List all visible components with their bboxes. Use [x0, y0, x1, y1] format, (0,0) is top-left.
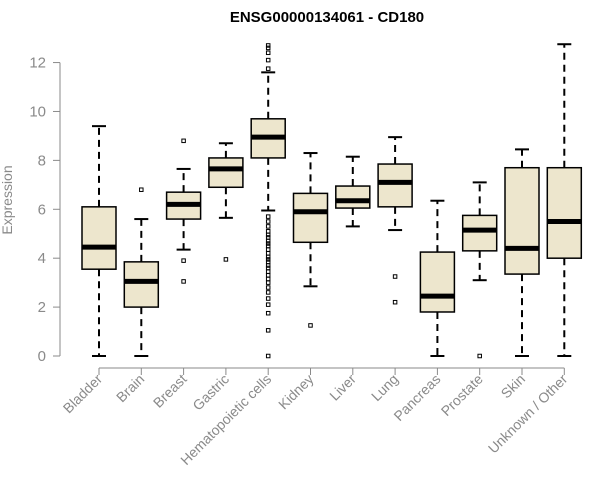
- outlier-point: [265, 276, 271, 282]
- outlier-point: [265, 328, 271, 333]
- iqr-box: [377, 163, 413, 208]
- outlier-point: [265, 219, 271, 224]
- y-tick-label: 6: [38, 201, 46, 218]
- outlier-point: [265, 285, 271, 290]
- x-tick-label: Unknown / Other: [485, 371, 571, 457]
- outlier-point: [265, 66, 271, 71]
- outlier-point: [265, 254, 271, 260]
- outlier-point: [265, 232, 271, 238]
- outlier-point: [265, 273, 271, 278]
- iqr-box: [504, 166, 540, 275]
- outlier-point: [265, 269, 271, 274]
- outlier-point: [265, 280, 271, 285]
- outlier-point: [265, 251, 271, 256]
- outlier-point: [265, 257, 271, 262]
- outlier-point: [265, 43, 271, 48]
- outlier-point: [265, 290, 271, 295]
- iqr-box: [292, 192, 329, 244]
- box-group: [546, 43, 583, 357]
- outlier-point: [392, 299, 398, 305]
- outlier-point: [477, 353, 482, 359]
- outlier-point: [181, 138, 186, 144]
- outlier-point: [265, 57, 271, 63]
- box-series: [81, 43, 583, 359]
- outlier-point: [265, 247, 271, 252]
- iqr-box: [419, 251, 456, 313]
- y-tick-label: 4: [38, 250, 46, 267]
- outlier-point: [265, 263, 271, 268]
- outlier-point: [265, 310, 271, 316]
- y-axis-label: Expression: [0, 165, 15, 234]
- outlier-point: [265, 243, 271, 249]
- outlier-point: [265, 259, 271, 265]
- outlier-point: [265, 238, 271, 244]
- iqr-box: [335, 185, 371, 209]
- y-axis: 0 2 4 6 8 10 12: [29, 55, 61, 365]
- box-group: [81, 125, 117, 357]
- x-tick-label: Breast: [150, 371, 190, 411]
- outlier-point: [223, 257, 229, 262]
- box-group: [461, 181, 498, 359]
- box-group: [292, 152, 329, 328]
- y-tick-label: 0: [38, 348, 46, 365]
- outlier-point: [265, 302, 271, 307]
- x-tick-label: Bladder: [60, 371, 106, 417]
- x-tick-label: Kidney: [275, 371, 317, 413]
- x-tick-label: Brain: [113, 371, 147, 405]
- x-tick-label: Liver: [326, 371, 359, 404]
- outlier-point: [139, 187, 144, 192]
- iqr-box: [546, 166, 583, 259]
- outlier-point: [181, 279, 186, 284]
- outlier-point: [308, 323, 313, 328]
- box-group: [250, 43, 286, 359]
- x-tick-label: Prostate: [438, 371, 486, 419]
- x-tick-label: Lung: [368, 371, 401, 404]
- box-group: [123, 187, 160, 357]
- iqr-box: [461, 214, 498, 252]
- box-group: [208, 142, 244, 262]
- y-tick-label: 8: [38, 152, 46, 169]
- outlier-point: [265, 50, 271, 56]
- outlier-point: [392, 274, 398, 279]
- box-group: [165, 138, 202, 284]
- y-tick-label: 10: [29, 103, 46, 120]
- box-group: [335, 155, 371, 228]
- chart-title: ENSG00000134061 - CD180: [230, 9, 424, 26]
- iqr-box: [123, 261, 160, 308]
- outlier-point: [265, 45, 271, 51]
- outlier-point: [181, 258, 186, 263]
- outlier-point: [265, 353, 271, 359]
- outlier-point: [265, 229, 271, 234]
- iqr-box: [81, 206, 117, 270]
- outlier-point: [265, 241, 271, 246]
- outlier-point: [265, 224, 271, 229]
- x-tick-label: Skin: [498, 371, 529, 402]
- outlier-point: [265, 214, 271, 219]
- x-tick-label: Pancreas: [390, 371, 443, 424]
- y-tick-label: 12: [29, 55, 46, 72]
- iqr-box: [208, 157, 244, 189]
- box-group: [377, 136, 413, 305]
- box-group: [504, 148, 540, 357]
- outlier-point: [265, 235, 271, 240]
- box-group: [419, 199, 456, 357]
- outlier-point: [265, 265, 271, 271]
- y-tick-label: 2: [38, 299, 46, 316]
- outlier-point: [265, 296, 271, 301]
